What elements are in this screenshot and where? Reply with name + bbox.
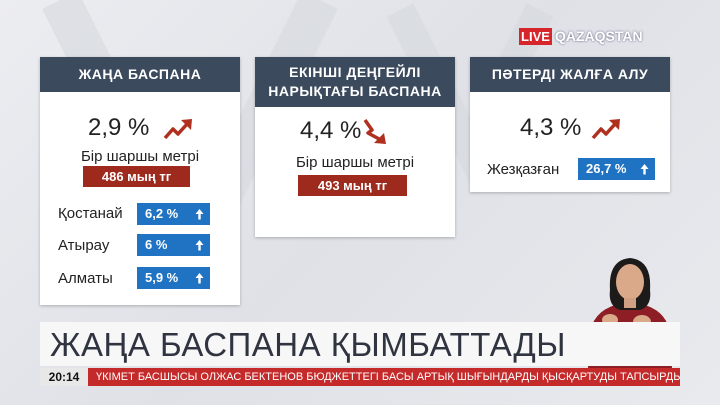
arrow-shape bbox=[163, 121, 190, 140]
up-icon bbox=[195, 209, 204, 220]
value: 6,2 % bbox=[145, 206, 179, 221]
value-badge: 5,9 % bbox=[137, 267, 210, 289]
trend-arrow bbox=[591, 119, 620, 140]
card-title: ЕКІНШІ ДЕҢГЕЙЛІ НАРЫҚТАҒЫ БАСПАНА bbox=[255, 57, 455, 107]
city: Атырау bbox=[58, 237, 110, 254]
clock: 20:14 bbox=[40, 368, 88, 386]
arrow-shape bbox=[374, 133, 386, 144]
arrow-shape bbox=[591, 121, 618, 140]
value-badge: 6,2 % bbox=[137, 203, 210, 225]
ticker-bar: ҮКІМЕТ БАСШЫСЫ ОЛЖАС БЕКТЕНОВ БЮДЖЕТТЕГІ… bbox=[88, 368, 680, 386]
card-title: ПӘТЕРДІ ЖАЛҒА АЛУ bbox=[470, 57, 670, 92]
price: 486 мың тг bbox=[83, 166, 190, 187]
arrow-shape bbox=[609, 119, 620, 130]
card: ПӘТЕРДІ ЖАЛҒА АЛУ 4,3 % Жезқазған 26,7 % bbox=[470, 57, 670, 192]
arrow-shape bbox=[195, 240, 204, 251]
headline-bar: ЖАҢА БАСПАНА ҚЫМБАТТАДЫ bbox=[40, 322, 680, 366]
live-badge: LIVE bbox=[519, 28, 552, 45]
up-icon bbox=[195, 240, 204, 251]
city: Қостанай bbox=[58, 205, 123, 222]
arrow-shape bbox=[195, 273, 204, 284]
price: 493 мың тг bbox=[298, 175, 407, 196]
trend-arrow bbox=[163, 119, 192, 140]
rate: 2,9 % bbox=[88, 114, 150, 141]
arrow-shape bbox=[195, 209, 204, 220]
city: Алматы bbox=[58, 270, 113, 287]
value-badge: 26,7 % bbox=[578, 158, 655, 180]
ticker-text: ҮКІМЕТ БАСШЫСЫ ОЛЖАС БЕКТЕНОВ БЮДЖЕТТЕГІ… bbox=[96, 371, 680, 383]
channel-logo: QAZAQSTAN bbox=[555, 28, 643, 44]
value: 5,9 % bbox=[145, 270, 179, 285]
up-icon bbox=[640, 164, 649, 175]
subtitle: Бір шаршы метрі bbox=[80, 148, 200, 165]
card-title: ЖАҢА БАСПАНА bbox=[40, 57, 240, 92]
arrow-shape bbox=[181, 119, 192, 130]
arrow-shape bbox=[640, 164, 649, 175]
subtitle: Бір шаршы метрі bbox=[295, 154, 415, 171]
city: Жезқазған bbox=[487, 161, 560, 178]
card: ЖАҢА БАСПАНА 2,9 % Бір шаршы метрі 486 м… bbox=[40, 57, 240, 305]
up-icon bbox=[195, 273, 204, 284]
rate: 4,3 % bbox=[520, 114, 582, 141]
trend-arrow bbox=[363, 118, 386, 144]
value: 26,7 % bbox=[586, 161, 627, 176]
card: ЕКІНШІ ДЕҢГЕЙЛІ НАРЫҚТАҒЫ БАСПАНА 4,4 % … bbox=[255, 57, 455, 237]
value: 6 % bbox=[145, 237, 168, 252]
headline: ЖАҢА БАСПАНА ҚЫМБАТТАДЫ bbox=[50, 326, 566, 363]
value-badge: 6 % bbox=[137, 234, 210, 256]
arrow-shape bbox=[363, 118, 382, 142]
rate: 4,4 % bbox=[300, 117, 362, 144]
